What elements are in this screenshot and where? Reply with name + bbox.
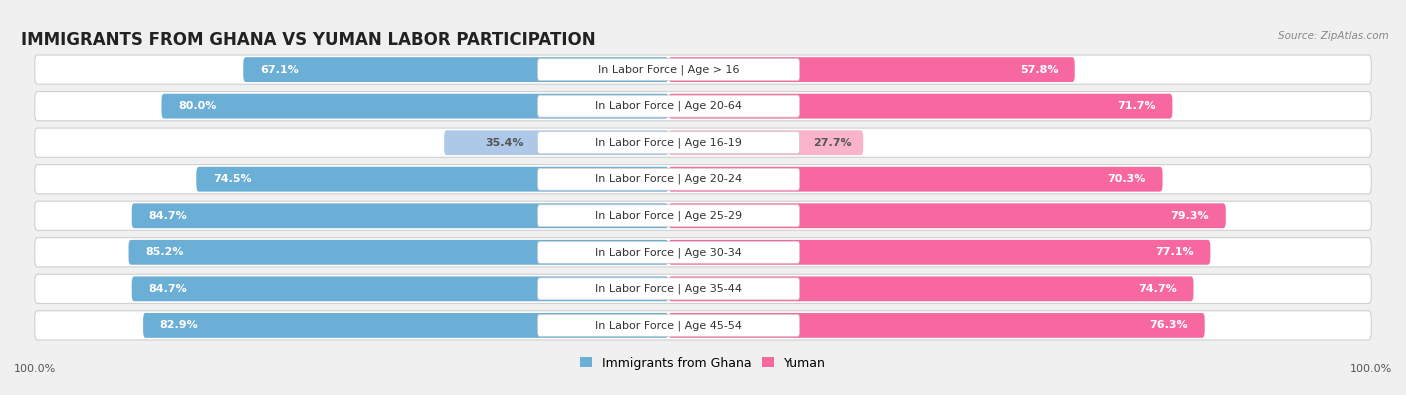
Text: In Labor Force | Age 25-29: In Labor Force | Age 25-29 bbox=[595, 211, 742, 221]
Text: 82.9%: 82.9% bbox=[160, 320, 198, 330]
FancyBboxPatch shape bbox=[162, 94, 669, 118]
FancyBboxPatch shape bbox=[35, 165, 1371, 194]
Text: 35.4%: 35.4% bbox=[485, 138, 524, 148]
FancyBboxPatch shape bbox=[35, 238, 1371, 267]
Text: In Labor Force | Age 35-44: In Labor Force | Age 35-44 bbox=[595, 284, 742, 294]
Text: In Labor Force | Age > 16: In Labor Force | Age > 16 bbox=[598, 64, 740, 75]
Text: In Labor Force | Age 45-54: In Labor Force | Age 45-54 bbox=[595, 320, 742, 331]
FancyBboxPatch shape bbox=[669, 313, 1205, 338]
FancyBboxPatch shape bbox=[537, 59, 800, 81]
FancyBboxPatch shape bbox=[143, 313, 669, 338]
Text: 84.7%: 84.7% bbox=[148, 284, 187, 294]
FancyBboxPatch shape bbox=[537, 132, 800, 154]
Text: 70.3%: 70.3% bbox=[1108, 174, 1146, 184]
FancyBboxPatch shape bbox=[35, 92, 1371, 121]
FancyBboxPatch shape bbox=[35, 274, 1371, 303]
FancyBboxPatch shape bbox=[35, 201, 1371, 230]
FancyBboxPatch shape bbox=[537, 241, 800, 263]
FancyBboxPatch shape bbox=[35, 311, 1371, 340]
Text: 57.8%: 57.8% bbox=[1019, 65, 1059, 75]
Text: 77.1%: 77.1% bbox=[1156, 247, 1194, 257]
Text: In Labor Force | Age 16-19: In Labor Force | Age 16-19 bbox=[595, 137, 742, 148]
FancyBboxPatch shape bbox=[537, 168, 800, 190]
FancyBboxPatch shape bbox=[669, 130, 863, 155]
FancyBboxPatch shape bbox=[537, 205, 800, 227]
FancyBboxPatch shape bbox=[537, 314, 800, 336]
Text: 74.5%: 74.5% bbox=[212, 174, 252, 184]
FancyBboxPatch shape bbox=[669, 94, 1173, 118]
FancyBboxPatch shape bbox=[243, 57, 669, 82]
Text: 76.3%: 76.3% bbox=[1150, 320, 1188, 330]
FancyBboxPatch shape bbox=[35, 55, 1371, 84]
FancyBboxPatch shape bbox=[132, 203, 669, 228]
FancyBboxPatch shape bbox=[197, 167, 669, 192]
FancyBboxPatch shape bbox=[128, 240, 669, 265]
Text: 27.7%: 27.7% bbox=[813, 138, 852, 148]
Text: IMMIGRANTS FROM GHANA VS YUMAN LABOR PARTICIPATION: IMMIGRANTS FROM GHANA VS YUMAN LABOR PAR… bbox=[21, 31, 596, 49]
Text: 84.7%: 84.7% bbox=[148, 211, 187, 221]
Text: 100.0%: 100.0% bbox=[1350, 364, 1392, 374]
FancyBboxPatch shape bbox=[537, 95, 800, 117]
Text: 100.0%: 100.0% bbox=[14, 364, 56, 374]
FancyBboxPatch shape bbox=[132, 276, 669, 301]
FancyBboxPatch shape bbox=[444, 130, 669, 155]
FancyBboxPatch shape bbox=[669, 57, 1074, 82]
Text: In Labor Force | Age 30-34: In Labor Force | Age 30-34 bbox=[595, 247, 742, 258]
Text: In Labor Force | Age 20-64: In Labor Force | Age 20-64 bbox=[595, 101, 742, 111]
Legend: Immigrants from Ghana, Yuman: Immigrants from Ghana, Yuman bbox=[579, 357, 827, 370]
Text: 80.0%: 80.0% bbox=[179, 101, 217, 111]
Text: 79.3%: 79.3% bbox=[1171, 211, 1209, 221]
Text: In Labor Force | Age 20-24: In Labor Force | Age 20-24 bbox=[595, 174, 742, 184]
FancyBboxPatch shape bbox=[669, 240, 1211, 265]
Text: 67.1%: 67.1% bbox=[260, 65, 298, 75]
Text: 85.2%: 85.2% bbox=[145, 247, 184, 257]
FancyBboxPatch shape bbox=[537, 278, 800, 300]
Text: 74.7%: 74.7% bbox=[1139, 284, 1177, 294]
FancyBboxPatch shape bbox=[35, 128, 1371, 157]
FancyBboxPatch shape bbox=[669, 276, 1194, 301]
FancyBboxPatch shape bbox=[669, 203, 1226, 228]
Text: Source: ZipAtlas.com: Source: ZipAtlas.com bbox=[1278, 31, 1389, 41]
Text: 71.7%: 71.7% bbox=[1118, 101, 1156, 111]
FancyBboxPatch shape bbox=[669, 167, 1163, 192]
